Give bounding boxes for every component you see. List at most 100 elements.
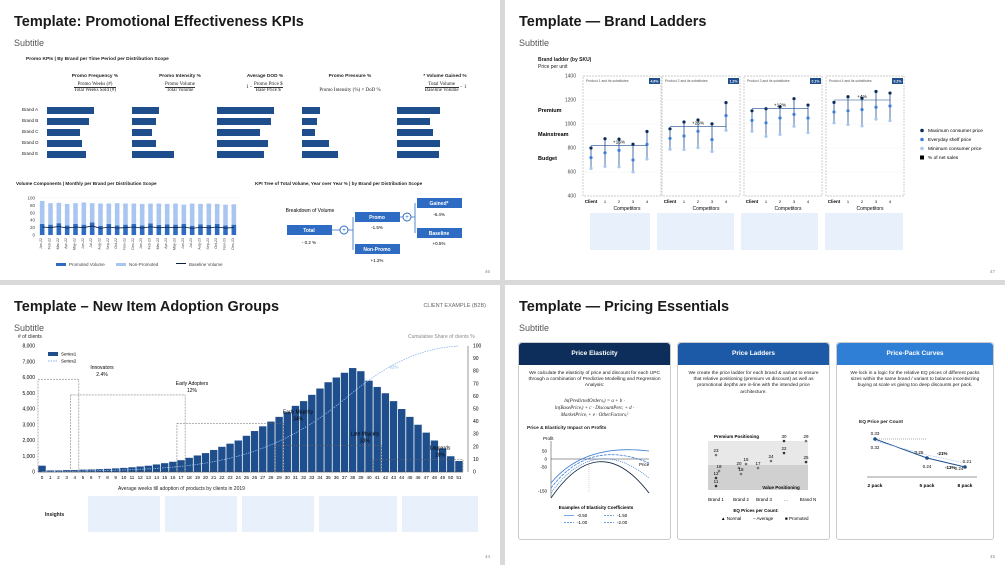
kpi-tree-title: KPI Tree of Total Volume, Year over Year… [255, 181, 423, 186]
nonpromoted-bar [114, 203, 120, 226]
brand-label: Brand A [22, 107, 39, 112]
nonpromoted-bar [189, 203, 195, 226]
y-tick-label: 40 [30, 218, 36, 223]
insight-box-1[interactable] [88, 496, 160, 532]
group-name: Early Adopters [176, 381, 209, 387]
promo-box [355, 212, 400, 222]
kpi-formula: Promo Weeks (#) Total Weeks Sold (#) [73, 82, 117, 93]
insight-box-5[interactable] [402, 496, 478, 532]
x-tick-label: 19 [195, 475, 201, 480]
x-tick-label: Jun-23 [181, 238, 185, 249]
note-box-1[interactable] [590, 213, 650, 250]
max-price-marker [589, 146, 593, 150]
kpi-bar [302, 129, 315, 136]
nonpromoted-bar [164, 203, 170, 225]
y2-tick-label: 20 [473, 444, 479, 450]
elasticity-curve [550, 449, 650, 484]
y-tick-label: 0 [32, 233, 35, 238]
x-tick-label: 32 [301, 475, 307, 480]
x-tick-label: Mar-23 [156, 238, 160, 249]
competitors-label: Competitors [775, 206, 802, 212]
x-tick-label: 4 [73, 475, 76, 480]
x-tick-label: 41 [375, 475, 381, 480]
shelf-price-marker [888, 104, 892, 108]
adoption-bar [373, 386, 381, 472]
note-box-3[interactable] [741, 213, 818, 250]
ladder-marker [782, 439, 786, 443]
y-tick-label: 0 [544, 457, 547, 462]
chart-title: Brand ladder (by SKU) [538, 57, 592, 63]
min-price-marker [617, 165, 621, 169]
pct-badge [728, 78, 739, 84]
slide-new-item-adoption[interactable]: Template – New Item Adoption Groups CLIE… [0, 285, 500, 565]
card-price-pack-curves[interactable]: Price-Pack Curves We lock in a logic for… [836, 342, 994, 540]
x-tick-label: 3 [632, 199, 635, 204]
insight-box-2[interactable] [165, 496, 237, 532]
y-tick-label: 5,000 [22, 391, 35, 397]
legend-marker [920, 146, 924, 151]
max-price-marker [874, 89, 878, 94]
adoption-bar [406, 416, 414, 472]
ladder-marker [804, 439, 808, 443]
insight-box-3[interactable] [242, 496, 314, 532]
note-box-4[interactable] [825, 213, 903, 250]
kpi-bar [302, 151, 338, 158]
y-tick-label: -50 [540, 465, 547, 470]
ladder-value: 23 [713, 448, 719, 453]
premium-label: Premium Positioning [714, 434, 759, 439]
promoted-bar [98, 225, 103, 235]
insights-label: Insights [45, 512, 65, 518]
baseline-value: +0.5% [433, 241, 446, 246]
shelf-price-marker [617, 148, 621, 152]
x-tick-label: 39 [358, 475, 364, 480]
adoption-bar [340, 372, 349, 472]
pct-value: 1.2% [730, 79, 739, 83]
promoted-bar [223, 225, 228, 235]
pack-delta: -13% [945, 465, 956, 470]
cumulative-annotation: 82% [389, 365, 398, 370]
group-pct: 12% [187, 388, 198, 394]
max-price-marker [888, 91, 892, 95]
slide-brand-ladders[interactable]: Template — Brand Ladders Subtitle Brand … [505, 0, 1005, 280]
min-price-marker [589, 166, 593, 170]
x-tick-label: Client [585, 199, 598, 204]
pack-line-dashed [874, 440, 966, 464]
ladder-marker [782, 451, 786, 455]
brand-label: Brand 3 [756, 497, 772, 502]
max-price-marker [792, 97, 796, 101]
card-price-ladders[interactable]: Price Ladders We create the price ladder… [677, 342, 830, 540]
promoted-bar [206, 225, 212, 235]
ladder-value: 25 [803, 455, 809, 460]
legend-label: -2.00 [617, 520, 628, 525]
x-tick-label: 11 [130, 475, 135, 480]
shelf-price-marker [860, 108, 864, 112]
slide-pricing-essentials[interactable]: Template — Pricing Essentials Subtitle P… [505, 285, 1005, 565]
x-tick-label: 35 [326, 475, 332, 480]
ladder-marker [737, 466, 741, 470]
y-tick-label: 8,000 [22, 344, 35, 350]
adoption-bar [357, 371, 365, 472]
card-header: Price Ladders [678, 343, 829, 365]
card-price-elasticity[interactable]: Price Elasticity We calculate the elasti… [518, 342, 671, 540]
brand-label: Brand N [800, 497, 817, 502]
promoted-bar [89, 222, 95, 235]
promoted-bar [173, 224, 178, 235]
y-tick-label: 600 [568, 170, 577, 176]
x-tick-label: 40 [366, 475, 372, 480]
connector [400, 203, 416, 233]
adoption-bar [185, 457, 193, 472]
x-tick-label: 34 [317, 475, 323, 480]
pack-value: 0.33 [871, 431, 880, 436]
insight-box-4[interactable] [319, 496, 397, 532]
elasticity-curve [550, 454, 650, 489]
pack-x-label: 2 pack [868, 483, 883, 489]
legend-marker [920, 137, 924, 142]
slide-promotional-kpis[interactable]: Template: Promotional Effectiveness KPIs… [0, 0, 500, 280]
min-price-marker [603, 164, 607, 168]
y2-tick-label: 30 [473, 432, 479, 438]
shelf-price-marker [778, 116, 782, 120]
note-box-2[interactable] [657, 213, 734, 250]
x-tick-label: 23 [228, 475, 234, 480]
shelf-price-marker [764, 121, 768, 125]
x-tick-label: 1 [683, 199, 686, 204]
